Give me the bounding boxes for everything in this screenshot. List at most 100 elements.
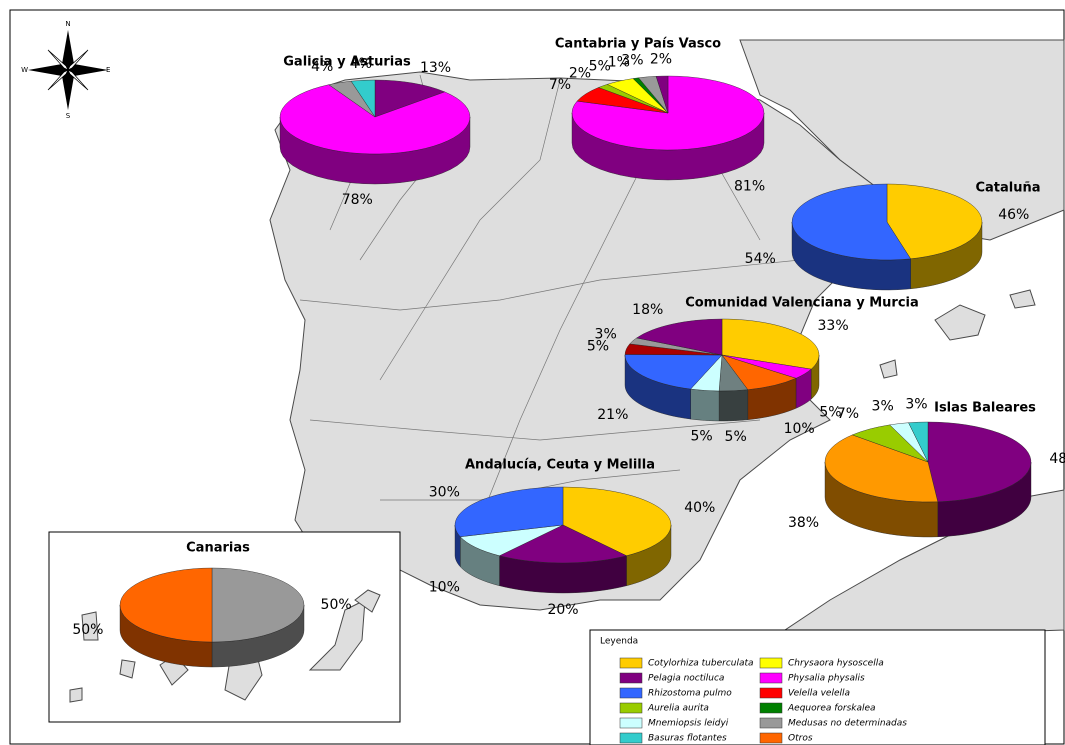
pie-top [119, 567, 213, 643]
pie-title: Andalucía, Ceuta y Melilla [465, 458, 655, 473]
pie-top [211, 567, 305, 643]
pie-slice [571, 75, 765, 181]
pie-label: 33% [818, 318, 849, 334]
pie-slice [655, 75, 669, 114]
pie-title: Islas Baleares [934, 401, 1036, 416]
pie-slice [927, 421, 1032, 538]
compass-s: S [66, 112, 71, 120]
compass-w: W [21, 66, 28, 74]
legend-label: Aequorea forskalea [787, 704, 876, 714]
basemap [269, 39, 1065, 641]
pie-label: 81% [734, 179, 765, 195]
pie-slice [350, 79, 376, 118]
pie-top [624, 354, 723, 390]
pie-side [718, 389, 749, 422]
pie-slice [636, 318, 723, 356]
pie-label: 5% [725, 429, 747, 445]
pie-title: Cataluña [975, 181, 1040, 196]
pie-slice [374, 79, 446, 118]
pie-label: 40% [684, 500, 715, 516]
pie-label: 21% [597, 407, 628, 423]
pie-slice [718, 354, 749, 422]
legend-swatch [759, 702, 783, 714]
legend-swatch [759, 687, 783, 699]
pie-label: 5% [589, 59, 611, 75]
pie-top [636, 318, 723, 356]
legend-label: Medusas no determinadas [788, 719, 907, 729]
pie-label: 78% [342, 192, 373, 208]
pie-label: 1% [608, 54, 630, 70]
legend-swatch [619, 732, 643, 744]
legend-swatch [619, 657, 643, 669]
pie-label: 18% [632, 302, 663, 318]
pie-slice [908, 421, 929, 463]
pie-slice [454, 486, 564, 568]
legend-label: Aurelia aurita [647, 704, 709, 714]
legend-label: Basuras flotantes [648, 734, 727, 744]
legend-swatch [619, 672, 643, 684]
pie-slice [279, 84, 471, 185]
pie-slice [562, 486, 672, 587]
pie-top [562, 486, 672, 556]
pie-side [690, 388, 720, 422]
legend-swatch [759, 717, 783, 729]
legend-label: Mnemiopsis leidyi [648, 719, 729, 729]
pie-slice [824, 434, 939, 538]
legend-swatch [759, 657, 783, 669]
pie-label: 3% [905, 396, 927, 412]
legend-swatch [759, 672, 783, 684]
pie-label: 30% [429, 485, 460, 501]
legend-label: Chrysaora hysoscella [788, 659, 884, 669]
pie-top [886, 183, 983, 260]
compass-n: N [65, 20, 70, 28]
pie-top [927, 421, 1032, 503]
compass-e: E [106, 66, 110, 74]
legend-label: Velella velella [788, 689, 850, 699]
pie-top [279, 84, 471, 155]
pie-top [498, 524, 628, 564]
legend-box [589, 629, 1046, 745]
legend-label: Cotylorhiza tuberculata [648, 659, 754, 669]
pie-label: 3% [872, 398, 894, 414]
legend-swatch [759, 732, 783, 744]
legend-title: Leyenda [600, 637, 638, 647]
pie-top [824, 434, 939, 503]
pie-slice [721, 354, 797, 420]
pie-slice [886, 183, 983, 290]
pie-title: Canarias [186, 541, 250, 556]
pie-label: 50% [72, 622, 103, 638]
pie-title: Cantabria y País Vasco [555, 37, 721, 52]
pie-top [791, 183, 911, 261]
pie-top [908, 421, 929, 463]
pie-label: 4% [350, 56, 372, 72]
legend-label: Otros [788, 734, 813, 744]
pie-slice [791, 183, 911, 291]
pie-title: Galicia y Asturias [283, 55, 411, 70]
legend-swatch [619, 687, 643, 699]
pie-label: 2% [650, 51, 672, 67]
pie-label: 50% [321, 597, 352, 613]
pie-label: 54% [745, 251, 776, 267]
pie-top [721, 318, 820, 370]
pie-top [454, 486, 564, 537]
pie-slice [690, 354, 723, 422]
pie-top [655, 75, 669, 114]
pie-slice [459, 524, 564, 587]
pie-slice [211, 567, 305, 668]
pie-label: 10% [429, 579, 460, 595]
compass: N S E W [21, 20, 110, 120]
pie-label: 5% [690, 428, 712, 444]
legend-label: Rhizostoma pulmo [648, 689, 732, 699]
legend-swatch [619, 702, 643, 714]
pie-top [374, 79, 446, 118]
pie-label: 2% [569, 66, 591, 82]
pie-label: 48% [1049, 451, 1065, 467]
pie-label: 7% [837, 406, 859, 422]
pie-label: 13% [420, 60, 451, 76]
pie-label: 3% [621, 53, 643, 69]
legend-label: Pelagia noctiluca [648, 674, 724, 684]
pie-slice [624, 354, 723, 420]
pie-label: 46% [998, 207, 1029, 223]
legend-swatch [619, 717, 643, 729]
